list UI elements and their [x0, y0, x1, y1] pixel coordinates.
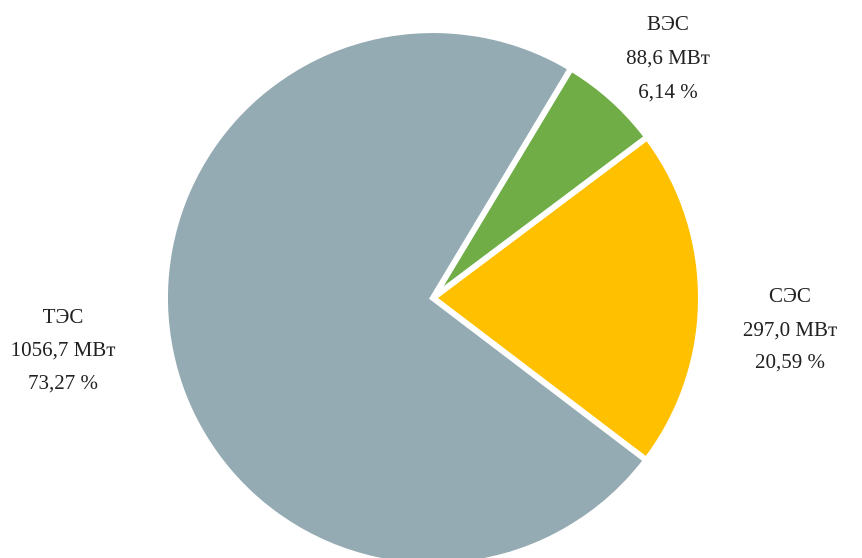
label-ses-value: 297,0 МВт [743, 317, 837, 341]
label-ses: СЭС 297,0 МВт 20,59 % [743, 283, 837, 373]
label-ves-value: 88,6 МВт [626, 45, 710, 69]
label-tes-name: ТЭС [43, 304, 84, 328]
label-ves: ВЭС 88,6 МВт 6,14 % [626, 11, 710, 103]
pie-slice-3 [162, 27, 651, 558]
label-ses-percent: 20,59 % [755, 349, 825, 373]
pie-slices [162, 27, 704, 558]
label-ves-percent: 6,14 % [638, 79, 698, 103]
label-tes-percent: 73,27 % [28, 370, 98, 394]
label-tes-value: 1056,7 МВт [11, 337, 116, 361]
label-tes: ТЭС 1056,7 МВт 73,27 % [11, 304, 116, 394]
label-ves-name: ВЭС [647, 11, 689, 35]
label-ses-name: СЭС [769, 283, 811, 307]
pie-slice-2 [428, 132, 704, 465]
